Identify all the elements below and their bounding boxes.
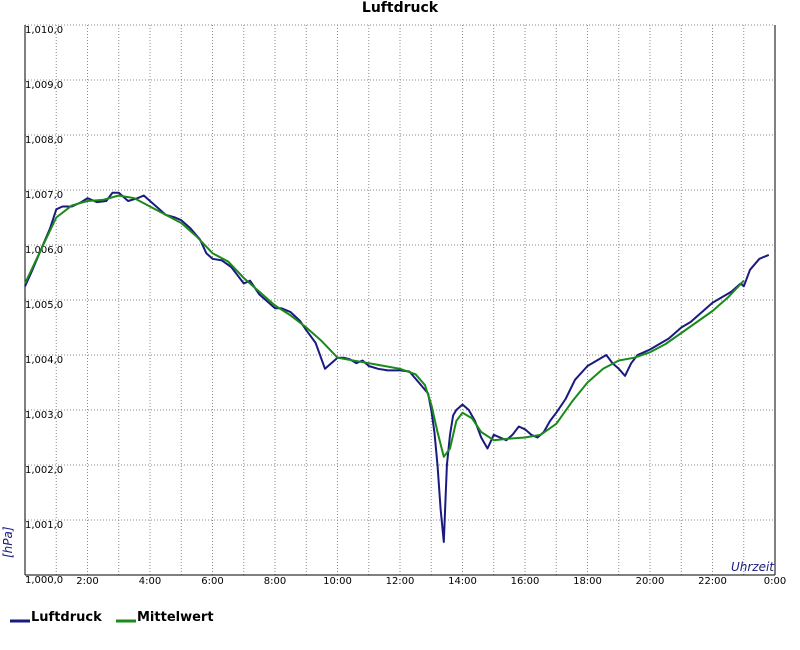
chart-title: Luftdruck <box>362 0 439 16</box>
x-tick-label: 8:00 <box>264 576 286 587</box>
x-tick-label: 0:00 <box>764 576 786 587</box>
x-tick-label: 18:00 <box>573 576 602 587</box>
x-tick-label: 4:00 <box>139 576 161 587</box>
y-axis-ticks: 1,000,0 1,001,0 1,002,0 1,003,0 1,004,0 1,005… <box>25 25 63 586</box>
x-tick-label: 16:00 <box>511 576 540 587</box>
y-tick-label: 1,010,0 <box>25 25 63 36</box>
series <box>24 191 770 543</box>
x-tick-label: 6:00 <box>201 576 223 587</box>
legend: Luftdruck Mittelwert <box>10 610 214 625</box>
y-tick-label: 1,004,0 <box>25 355 63 366</box>
x-axis-ticks: 2:00 4:00 6:00 8:00 10:00 12:00 14:00 16:00 18:0… <box>76 576 786 587</box>
axes <box>24 25 776 576</box>
y-tick-label: 1,002,0 <box>25 465 63 476</box>
y-tick-label: 1,005,0 <box>25 300 63 311</box>
x-axis-label: Uhrzeit <box>731 560 775 574</box>
y-tick-label: 1,009,0 <box>25 80 63 91</box>
legend-label: Mittelwert <box>137 610 214 625</box>
series-line-mittelwert <box>24 194 745 458</box>
x-tick-label: 20:00 <box>636 576 665 587</box>
y-tick-label: 1,000,0 <box>25 575 63 586</box>
legend-label: Luftdruck <box>31 610 102 625</box>
series-line-luftdruck <box>24 191 770 543</box>
y-axis-label: [hPa] <box>1 526 15 558</box>
x-tick-label: 22:00 <box>698 576 727 587</box>
y-tick-label: 1,007,0 <box>25 190 63 201</box>
x-tick-label: 12:00 <box>386 576 415 587</box>
y-tick-label: 1,006,0 <box>25 245 63 256</box>
y-tick-label: 1,008,0 <box>25 135 63 146</box>
x-tick-label: 14:00 <box>448 576 477 587</box>
x-tick-label: 10:00 <box>323 576 352 587</box>
grid <box>25 24 775 575</box>
y-tick-label: 1,003,0 <box>25 410 63 421</box>
y-tick-label: 1,001,0 <box>25 520 63 531</box>
x-tick-label: 2:00 <box>76 576 98 587</box>
